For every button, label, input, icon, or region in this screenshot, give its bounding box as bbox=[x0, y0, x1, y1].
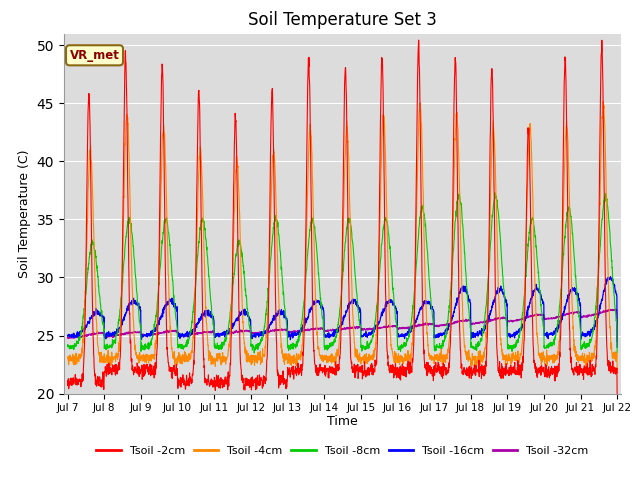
Y-axis label: Soil Temperature (C): Soil Temperature (C) bbox=[18, 149, 31, 278]
Legend: Tsoil -2cm, Tsoil -4cm, Tsoil -8cm, Tsoil -16cm, Tsoil -32cm: Tsoil -2cm, Tsoil -4cm, Tsoil -8cm, Tsoi… bbox=[92, 441, 593, 460]
X-axis label: Time: Time bbox=[327, 415, 358, 428]
Title: Soil Temperature Set 3: Soil Temperature Set 3 bbox=[248, 11, 437, 29]
Text: VR_met: VR_met bbox=[70, 49, 120, 62]
